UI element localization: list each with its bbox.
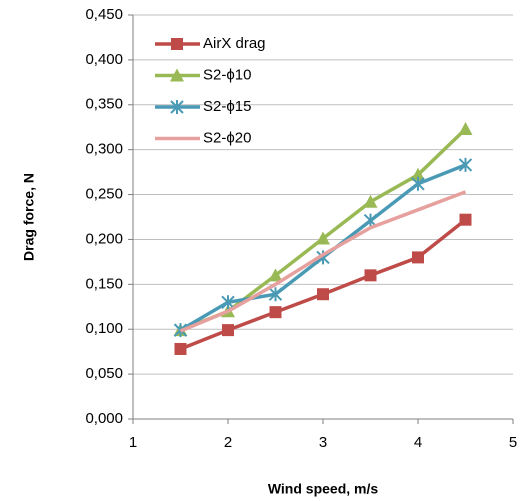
y-tick-label: 0,300 — [85, 141, 123, 158]
y-tick-label: 0,400 — [85, 51, 123, 68]
legend-label: S2-ϕ20 — [203, 129, 251, 146]
legend-label: S2-ϕ10 — [203, 66, 251, 83]
marker — [458, 157, 473, 172]
y-tick-label: 0,150 — [85, 275, 123, 292]
marker — [317, 288, 329, 301]
marker — [412, 251, 424, 264]
marker — [221, 295, 235, 310]
y-tick-label: 0,000 — [85, 410, 123, 427]
marker — [170, 100, 184, 114]
x-tick-label: 2 — [224, 434, 232, 451]
series-line — [179, 190, 467, 333]
y-tick-label: 0,250 — [85, 186, 123, 203]
marker — [363, 194, 378, 208]
marker — [411, 176, 425, 191]
marker — [269, 306, 282, 319]
x-axis-title: Wind speed, m/s — [268, 481, 379, 497]
y-tick-label: 0,200 — [85, 230, 123, 247]
marker — [222, 324, 234, 337]
x-tick-label: 3 — [319, 434, 327, 451]
legend-label: S2-ϕ15 — [203, 98, 251, 115]
y-tick-label: 0,100 — [85, 320, 123, 337]
y-tick-label: 0,350 — [85, 96, 123, 113]
marker — [411, 167, 425, 181]
y-axis-title: Drag force, N — [21, 173, 37, 261]
marker — [170, 68, 184, 82]
x-tick-label: 5 — [509, 434, 517, 451]
marker — [459, 213, 472, 226]
x-tick-label: 4 — [414, 434, 422, 451]
marker — [364, 269, 377, 282]
marker — [458, 122, 473, 136]
y-tick-label: 0,050 — [85, 365, 123, 382]
x-tick-label: 1 — [129, 434, 137, 451]
y-tick-label: 0,450 — [85, 6, 123, 23]
legend-label: AirX drag — [203, 35, 266, 52]
marker — [174, 342, 187, 355]
marker — [171, 38, 183, 50]
marker — [268, 268, 283, 282]
marker — [316, 231, 330, 245]
marker — [268, 287, 283, 302]
